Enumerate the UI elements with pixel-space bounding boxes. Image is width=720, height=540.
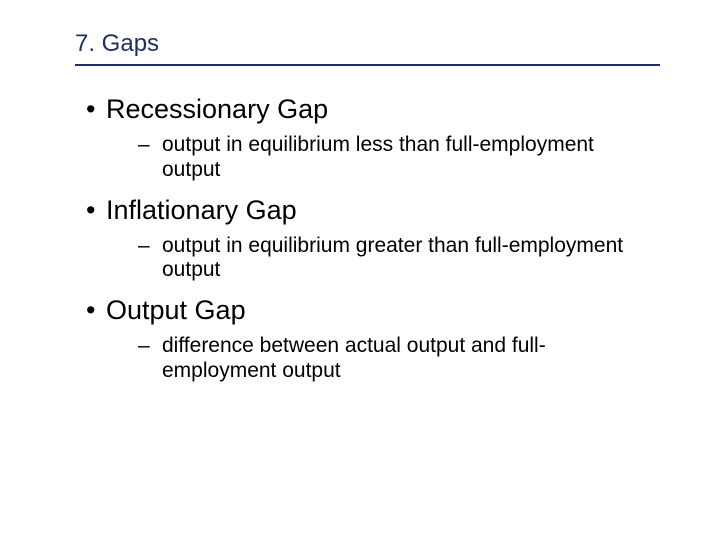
- bullet-marker: •: [70, 195, 106, 226]
- bullet-item: • Inflationary Gap: [70, 195, 660, 226]
- slide-body: • Recessionary Gap – output in equilibri…: [70, 94, 660, 384]
- dash-marker: –: [138, 234, 162, 259]
- bullet-label: Inflationary Gap: [106, 195, 297, 226]
- sub-bullet-item: – output in equilibrium less than full-e…: [138, 133, 638, 183]
- bullet-label: Recessionary Gap: [106, 94, 328, 125]
- sub-bullet-item: – difference between actual output and f…: [138, 334, 638, 384]
- sub-bullet-item: – output in equilibrium greater than ful…: [138, 234, 638, 284]
- bullet-marker: •: [70, 295, 106, 326]
- dash-marker: –: [138, 133, 162, 158]
- dash-marker: –: [138, 334, 162, 359]
- sub-bullet-label: output in equilibrium greater than full-…: [162, 234, 638, 284]
- bullet-marker: •: [70, 94, 106, 125]
- sub-bullet-label: output in equilibrium less than full-emp…: [162, 133, 638, 183]
- bullet-item: • Output Gap: [70, 295, 660, 326]
- slide-title: 7. Gaps: [75, 30, 660, 66]
- bullet-item: • Recessionary Gap: [70, 94, 660, 125]
- bullet-label: Output Gap: [106, 295, 246, 326]
- sub-bullet-label: difference between actual output and ful…: [162, 334, 638, 384]
